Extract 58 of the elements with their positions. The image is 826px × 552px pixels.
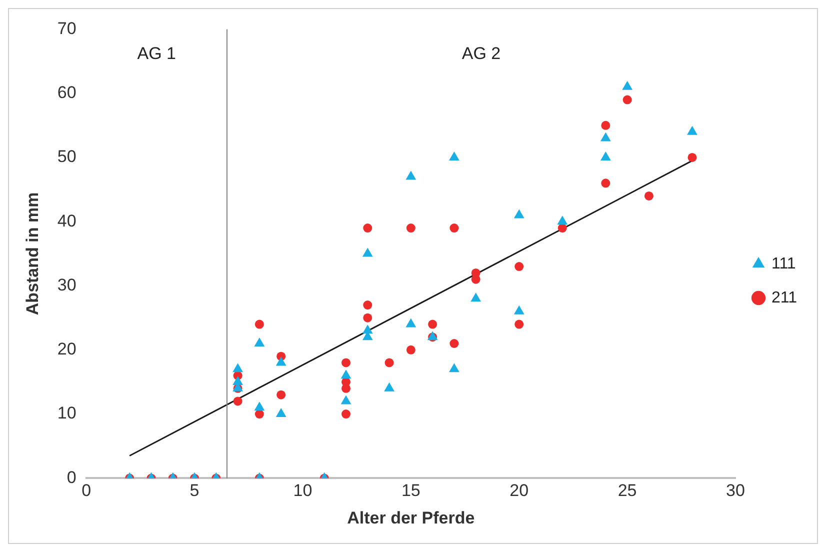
x-tick-label: 5 (190, 481, 200, 500)
point (384, 382, 394, 392)
point (622, 95, 632, 104)
point (233, 396, 242, 406)
point (232, 376, 243, 385)
y-axis-title: Abstand in mm (22, 192, 42, 316)
point (644, 191, 654, 200)
y-tick-label: 20 (57, 340, 76, 359)
y-tick-label: 60 (57, 83, 76, 102)
legend-label: 111 (771, 255, 796, 272)
legend-label: 211 (771, 289, 798, 306)
point (406, 318, 416, 328)
point (601, 120, 610, 130)
point (276, 356, 286, 366)
point (514, 262, 524, 272)
point (254, 320, 264, 329)
point (406, 224, 416, 233)
y-tick-label: 10 (57, 404, 76, 423)
point (428, 320, 438, 329)
annotation: AG 1 (137, 44, 176, 63)
x-tick-label: 25 (618, 481, 637, 500)
point (341, 358, 350, 368)
point (688, 152, 697, 162)
point (363, 224, 372, 233)
point (276, 390, 286, 400)
x-tick-label: 0 (82, 481, 92, 500)
x-axis-title: Alter der Pferde (347, 508, 475, 528)
point (450, 339, 459, 348)
y-tick-label: 40 (57, 211, 76, 230)
point (362, 248, 373, 257)
point (254, 338, 265, 346)
y-tick-label: 50 (57, 147, 76, 166)
point (406, 345, 416, 354)
point (514, 305, 524, 314)
point (601, 178, 610, 188)
y-tick-label: 30 (57, 275, 76, 294)
point (340, 395, 352, 404)
point (340, 370, 352, 379)
y-tick-label: 0 (66, 468, 76, 487)
y-tick-label: 70 (57, 18, 76, 38)
x-tick-label: 30 (726, 481, 745, 500)
point (514, 320, 524, 329)
x-tick-label: 10 (293, 481, 312, 500)
point (384, 358, 394, 368)
point (363, 300, 372, 310)
annotation: AG 2 (462, 44, 501, 63)
point (558, 224, 567, 233)
point (448, 363, 460, 372)
x-tick-label: 15 (401, 481, 420, 500)
x-tick-label: 20 (510, 481, 529, 500)
point (254, 402, 265, 411)
point (470, 292, 482, 302)
point (232, 363, 243, 372)
point (557, 216, 568, 225)
point (514, 209, 524, 218)
point (363, 313, 372, 322)
point (450, 224, 459, 233)
point (276, 408, 286, 418)
